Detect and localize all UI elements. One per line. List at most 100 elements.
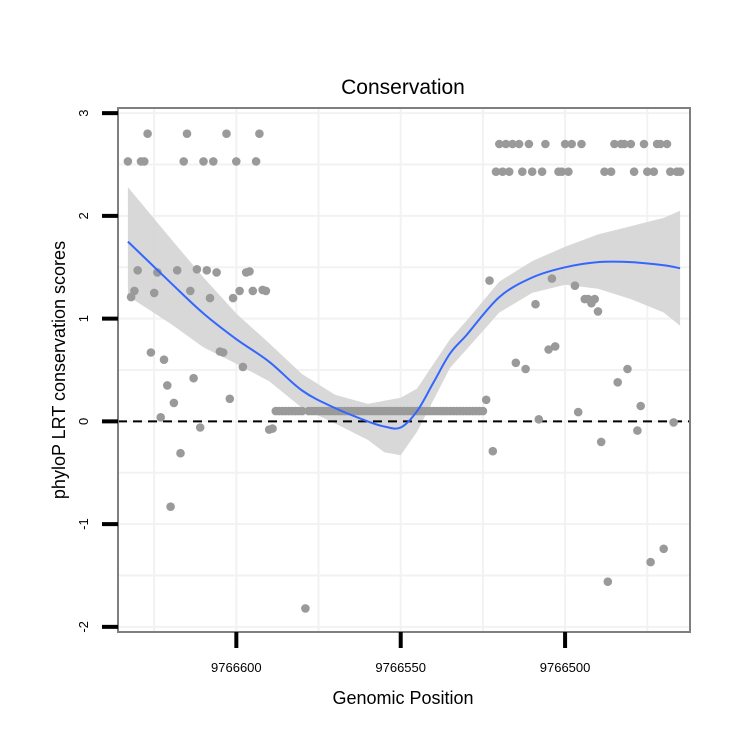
data-point xyxy=(485,276,494,285)
data-points xyxy=(123,129,685,613)
data-point xyxy=(176,448,185,458)
data-point xyxy=(301,604,310,613)
data-point xyxy=(590,294,599,304)
data-point xyxy=(577,139,586,149)
data-point xyxy=(564,167,573,176)
data-point xyxy=(491,167,501,176)
data-point xyxy=(659,544,668,554)
data-point xyxy=(508,139,517,149)
data-point xyxy=(646,557,655,567)
data-point xyxy=(511,358,521,368)
data-point xyxy=(140,157,149,166)
data-point xyxy=(669,418,678,427)
data-point xyxy=(189,373,198,383)
data-point xyxy=(153,268,162,277)
data-point xyxy=(504,167,514,176)
data-point xyxy=(225,394,235,404)
data-point xyxy=(143,129,152,138)
data-point xyxy=(268,424,277,433)
y-tick-label: 2 xyxy=(76,212,91,219)
data-point xyxy=(159,355,169,365)
data-point xyxy=(547,274,557,283)
data-point xyxy=(636,401,645,411)
data-point xyxy=(255,129,264,138)
data-point xyxy=(531,299,540,309)
data-point xyxy=(498,167,507,176)
data-point xyxy=(524,139,534,149)
data-point xyxy=(560,139,570,149)
confidence-band xyxy=(127,187,681,456)
data-point xyxy=(626,139,636,149)
data-point xyxy=(662,139,672,149)
data-point xyxy=(478,406,488,416)
data-point xyxy=(232,157,241,166)
data-point xyxy=(209,157,218,166)
data-point xyxy=(130,286,139,296)
data-point xyxy=(666,167,675,176)
data-point xyxy=(606,167,616,176)
data-point xyxy=(235,286,244,296)
data-point xyxy=(228,293,238,303)
data-point xyxy=(149,288,159,298)
x-tick-label: 9766550 xyxy=(375,660,426,675)
data-point xyxy=(534,415,544,424)
data-point xyxy=(166,502,175,512)
data-point xyxy=(495,139,504,149)
x-axis-title: Genomic Position xyxy=(332,688,473,708)
data-point xyxy=(218,348,228,357)
data-point xyxy=(251,157,261,166)
data-point xyxy=(649,167,659,176)
data-point xyxy=(643,167,652,176)
data-point xyxy=(202,266,212,275)
x-tick-label: 9766500 xyxy=(540,660,591,675)
plot-area xyxy=(117,107,691,633)
data-point xyxy=(146,348,156,357)
data-point xyxy=(179,157,188,166)
data-point xyxy=(261,286,271,296)
data-point xyxy=(541,139,550,149)
data-point xyxy=(297,406,307,416)
data-point xyxy=(205,293,215,303)
y-tick-label: -1 xyxy=(76,518,91,530)
data-point xyxy=(544,345,553,354)
data-point xyxy=(123,157,133,166)
data-point xyxy=(521,364,530,374)
data-point xyxy=(639,139,649,149)
data-point xyxy=(596,437,606,447)
smooth-curve xyxy=(127,240,681,430)
data-point xyxy=(573,407,583,417)
chart-title: Conservation xyxy=(341,76,465,99)
data-point xyxy=(199,157,208,166)
data-point xyxy=(248,286,258,296)
y-tick-label: 1 xyxy=(76,315,91,322)
data-point xyxy=(481,395,491,405)
x-axis: 9766600 9766550 9766500 xyxy=(211,632,590,675)
data-point xyxy=(186,286,195,296)
data-point xyxy=(192,265,202,274)
data-point xyxy=(514,139,524,149)
data-point xyxy=(212,268,221,277)
data-point xyxy=(623,364,632,374)
y-axis: -2 -1 0 1 2 3 xyxy=(76,109,118,633)
data-point xyxy=(518,167,527,176)
data-point xyxy=(163,381,172,390)
y-tick-label: 3 xyxy=(76,109,91,116)
data-point xyxy=(613,378,622,387)
data-point xyxy=(620,139,629,149)
data-point xyxy=(593,307,603,316)
data-point xyxy=(172,266,182,275)
y-axis-title: phyloP LRT conservation scores xyxy=(49,241,69,499)
data-point xyxy=(537,167,547,176)
data-point xyxy=(633,426,642,435)
data-point xyxy=(527,167,537,176)
x-tick-label: 9766600 xyxy=(211,660,262,675)
panel-border xyxy=(117,107,691,633)
data-point xyxy=(133,266,142,275)
data-point xyxy=(488,446,498,456)
data-point xyxy=(169,398,179,408)
data-point xyxy=(156,413,165,422)
data-point xyxy=(656,139,665,149)
data-point xyxy=(600,167,609,176)
data-point xyxy=(629,167,639,176)
